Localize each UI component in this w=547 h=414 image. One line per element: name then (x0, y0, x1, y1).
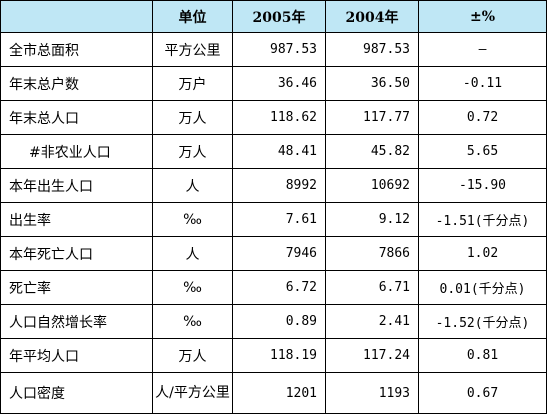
row-unit: ‰ (152, 304, 233, 339)
row-value-2005: 7.61 (232, 202, 326, 237)
row-name: 死亡率 (0, 270, 153, 305)
table-row: 人口密度 人/平方公里 1201 1193 0.67 (0, 372, 547, 414)
row-change: -1.51(千分点) (418, 202, 547, 237)
row-name: 本年死亡人口 (0, 236, 153, 271)
row-change: — (418, 32, 547, 67)
row-unit: ‰ (152, 202, 233, 237)
row-change: 0.67 (418, 372, 547, 414)
row-change: 1.02 (418, 236, 547, 271)
row-value-2004: 7866 (325, 236, 419, 271)
row-value-2004: 117.24 (325, 338, 419, 373)
header-corner-cell (0, 0, 153, 33)
row-name: 全市总面积 (0, 32, 153, 67)
row-value-2005: 7946 (232, 236, 326, 271)
row-value-2005: 1201 (232, 372, 326, 414)
row-value-2004: 987.53 (325, 32, 419, 67)
row-value-2005: 48.41 (232, 134, 326, 169)
row-unit: 平方公里 (152, 32, 233, 67)
row-unit: ‰ (152, 270, 233, 305)
row-value-2004: 9.12 (325, 202, 419, 237)
row-unit: 人 (152, 236, 233, 271)
header-change: ±% (418, 0, 547, 33)
row-name: 本年出生人口 (0, 168, 153, 203)
row-name: 出生率 (0, 202, 153, 237)
header-row: 单位 2005年 2004年 ±% (0, 0, 547, 33)
table-row: 全市总面积 平方公里 987.53 987.53 — (0, 32, 547, 67)
row-value-2004: 2.41 (325, 304, 419, 339)
table-row: 人口自然增长率 ‰ 0.89 2.41 -1.52(千分点) (0, 304, 547, 339)
row-value-2004: 117.77 (325, 100, 419, 135)
row-value-2004: 1193 (325, 372, 419, 414)
row-value-2005: 36.46 (232, 66, 326, 101)
row-change: 5.65 (418, 134, 547, 169)
row-change: -0.11 (418, 66, 547, 101)
header-year-2005: 2005年 (232, 0, 326, 33)
header-unit: 单位 (152, 0, 233, 33)
row-value-2004: 36.50 (325, 66, 419, 101)
row-name: 年平均人口 (0, 338, 153, 373)
row-change: -1.52(千分点) (418, 304, 547, 339)
table-row: 出生率 ‰ 7.61 9.12 -1.51(千分点) (0, 202, 547, 237)
row-value-2005: 0.89 (232, 304, 326, 339)
row-name: 人口密度 (0, 372, 153, 414)
table-row: 本年出生人口 人 8992 10692 -15.90 (0, 168, 547, 203)
row-unit: 人 (152, 168, 233, 203)
row-unit: 万人 (152, 338, 233, 373)
row-unit: 万户 (152, 66, 233, 101)
row-name: 年末总人口 (0, 100, 153, 135)
row-unit: 人/平方公里 (152, 372, 233, 414)
table-row: 年末总人口 万人 118.62 117.77 0.72 (0, 100, 547, 135)
row-value-2005: 8992 (232, 168, 326, 203)
row-value-2005: 118.19 (232, 338, 326, 373)
row-value-2004: 10692 (325, 168, 419, 203)
row-change: -15.90 (418, 168, 547, 203)
row-change: 0.81 (418, 338, 547, 373)
row-value-2004: 45.82 (325, 134, 419, 169)
row-value-2005: 118.62 (232, 100, 326, 135)
row-name: 人口自然增长率 (0, 304, 153, 339)
row-value-2005: 6.72 (232, 270, 326, 305)
row-change: 0.72 (418, 100, 547, 135)
row-value-2004: 6.71 (325, 270, 419, 305)
row-unit: 万人 (152, 100, 233, 135)
table-row: 年末总户数 万户 36.46 36.50 -0.11 (0, 66, 547, 101)
row-value-2005: 987.53 (232, 32, 326, 67)
row-name: 年末总户数 (0, 66, 153, 101)
row-unit: 万人 (152, 134, 233, 169)
row-change: 0.01(千分点) (418, 270, 547, 305)
table-row: 本年死亡人口 人 7946 7866 1.02 (0, 236, 547, 271)
header-year-2004: 2004年 (325, 0, 419, 33)
table-row: 年平均人口 万人 118.19 117.24 0.81 (0, 338, 547, 373)
row-name: #非农业人口 (0, 134, 153, 169)
table-row: #非农业人口 万人 48.41 45.82 5.65 (0, 134, 547, 169)
table-row: 死亡率 ‰ 6.72 6.71 0.01(千分点) (0, 270, 547, 305)
